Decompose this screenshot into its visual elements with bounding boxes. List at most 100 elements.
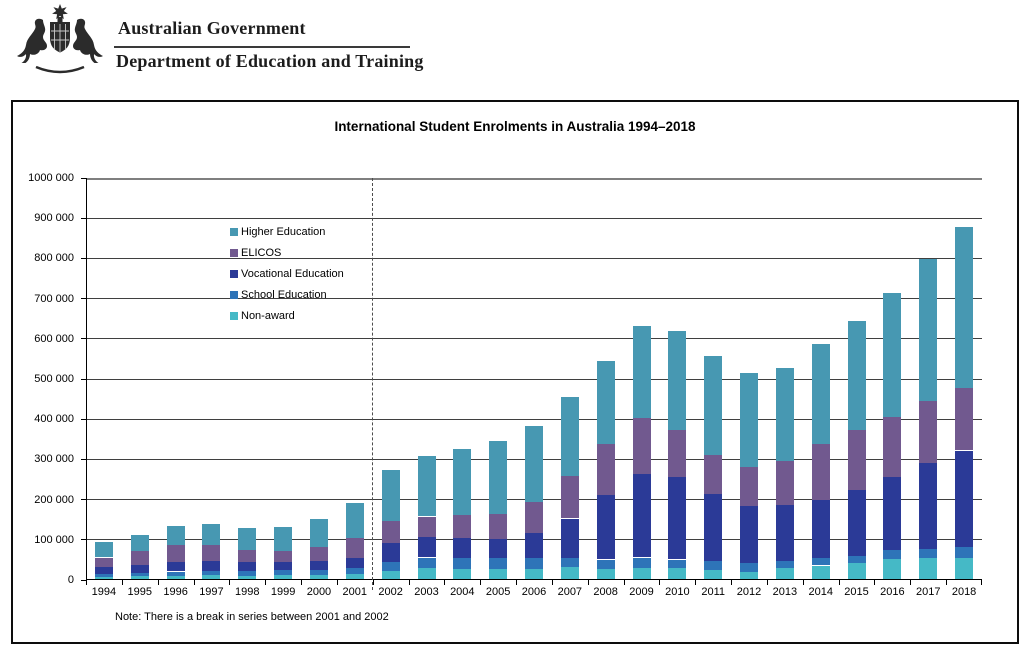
y-axis-tick	[81, 418, 86, 420]
bar-segment	[166, 562, 185, 572]
bar-segment	[955, 387, 974, 451]
x-axis-tick	[480, 580, 481, 585]
gridline	[86, 378, 982, 380]
bar-segment	[453, 557, 472, 569]
x-axis-tick-label: 2017	[915, 586, 941, 598]
bar-segment	[274, 551, 293, 563]
x-axis-tick-label: 2009	[629, 586, 654, 598]
x-axis-tick-label: 2016	[880, 586, 905, 598]
y-axis-tick	[81, 458, 86, 460]
legend-swatch	[230, 311, 238, 320]
chart-note: Note: There is a break in series between…	[115, 611, 389, 623]
bar-segment	[955, 547, 974, 558]
bar-segment	[489, 513, 508, 539]
x-axis-tick-label: 2011	[701, 586, 725, 598]
bar-segment	[345, 558, 364, 569]
x-axis-tick	[659, 580, 660, 585]
bar-segment	[310, 547, 328, 561]
bar-segment	[274, 570, 293, 576]
bar-segment	[453, 537, 472, 558]
bar-segment	[919, 401, 938, 464]
gridline	[86, 338, 982, 340]
x-axis-tick	[839, 580, 840, 585]
bar-segment	[381, 562, 400, 572]
bar-segment	[381, 469, 400, 521]
x-axis-tick	[731, 580, 732, 585]
x-axis-tick	[695, 580, 696, 585]
x-axis-tick-label: 2004	[450, 586, 475, 598]
bar-segment	[274, 562, 293, 571]
star-icon	[52, 4, 68, 20]
y-axis-tick	[81, 338, 86, 340]
legend-item: Non-award	[230, 305, 344, 326]
legend-label: Non-award	[241, 309, 295, 322]
x-axis-tick	[624, 580, 625, 585]
bar-segment	[202, 544, 221, 562]
bar-segment	[130, 572, 149, 576]
x-axis-tick-label: 2006	[521, 586, 547, 598]
x-axis-tick	[516, 580, 517, 585]
bar-segment	[704, 356, 723, 455]
series-break-line	[372, 178, 374, 590]
x-axis-tick-label: 2015	[844, 586, 869, 598]
x-axis-tick-label: 2018	[951, 586, 977, 598]
bar-segment	[525, 425, 543, 502]
bar-segment	[919, 463, 938, 549]
bar-segment	[489, 568, 508, 580]
bar-segment	[596, 444, 615, 496]
x-axis-tick	[86, 580, 87, 585]
x-axis-tick-label: 2014	[808, 586, 833, 598]
legend-label: Vocational Education	[241, 267, 344, 280]
bar-segment	[345, 503, 364, 539]
chart-title: International Student Enrolments in Aust…	[334, 119, 696, 134]
bar-segment	[704, 570, 723, 580]
bar-segment	[310, 518, 328, 548]
legend-item: ELICOS	[230, 242, 344, 263]
bar-segment	[525, 558, 543, 569]
bar-segment	[883, 476, 902, 550]
bar-segment	[238, 570, 257, 576]
bar-segment	[381, 571, 400, 580]
bar-segment	[166, 575, 185, 580]
x-axis-tick-label: 2013	[772, 586, 798, 598]
x-axis-tick-label: 2012	[736, 586, 762, 598]
y-axis-tick	[81, 298, 86, 300]
bar-segment	[166, 525, 185, 545]
bar-segment	[811, 558, 830, 566]
bar-segment	[381, 520, 400, 544]
bar-segment	[919, 557, 938, 580]
y-axis-tick	[81, 499, 86, 501]
y-axis-tick-label: 800 000	[34, 252, 74, 265]
bar-segment	[883, 416, 902, 477]
bar-segment	[596, 559, 615, 569]
bar-segment	[775, 561, 794, 569]
x-axis-tick	[337, 580, 338, 585]
y-axis-line	[86, 178, 87, 580]
bar-segment	[453, 515, 472, 538]
government-title: Australian Government	[118, 18, 306, 38]
bar-segment	[238, 575, 257, 580]
y-axis-tick	[81, 257, 86, 259]
legend-swatch	[230, 248, 238, 257]
gridline	[86, 217, 982, 219]
bar-segment	[632, 473, 651, 558]
x-axis-tick	[409, 580, 410, 585]
bar-segment	[775, 368, 794, 461]
bar-segment	[919, 548, 938, 558]
y-axis-tick-label: 600 000	[34, 332, 74, 345]
x-axis-tick-label: 2001	[342, 586, 368, 598]
legend-label: School Education	[241, 288, 327, 301]
bar-segment	[596, 361, 615, 445]
bar-segment	[417, 537, 436, 558]
bar-segment	[130, 534, 149, 552]
y-axis-tick-label: 500 000	[34, 373, 74, 385]
bar-segment	[310, 569, 328, 576]
bar-segment	[525, 501, 543, 534]
gridline	[86, 178, 982, 180]
bar-segment	[883, 293, 902, 417]
bar-segment	[94, 574, 113, 577]
bar-segment	[668, 559, 687, 569]
bar-segment	[560, 397, 579, 477]
bar-segment	[740, 505, 758, 564]
